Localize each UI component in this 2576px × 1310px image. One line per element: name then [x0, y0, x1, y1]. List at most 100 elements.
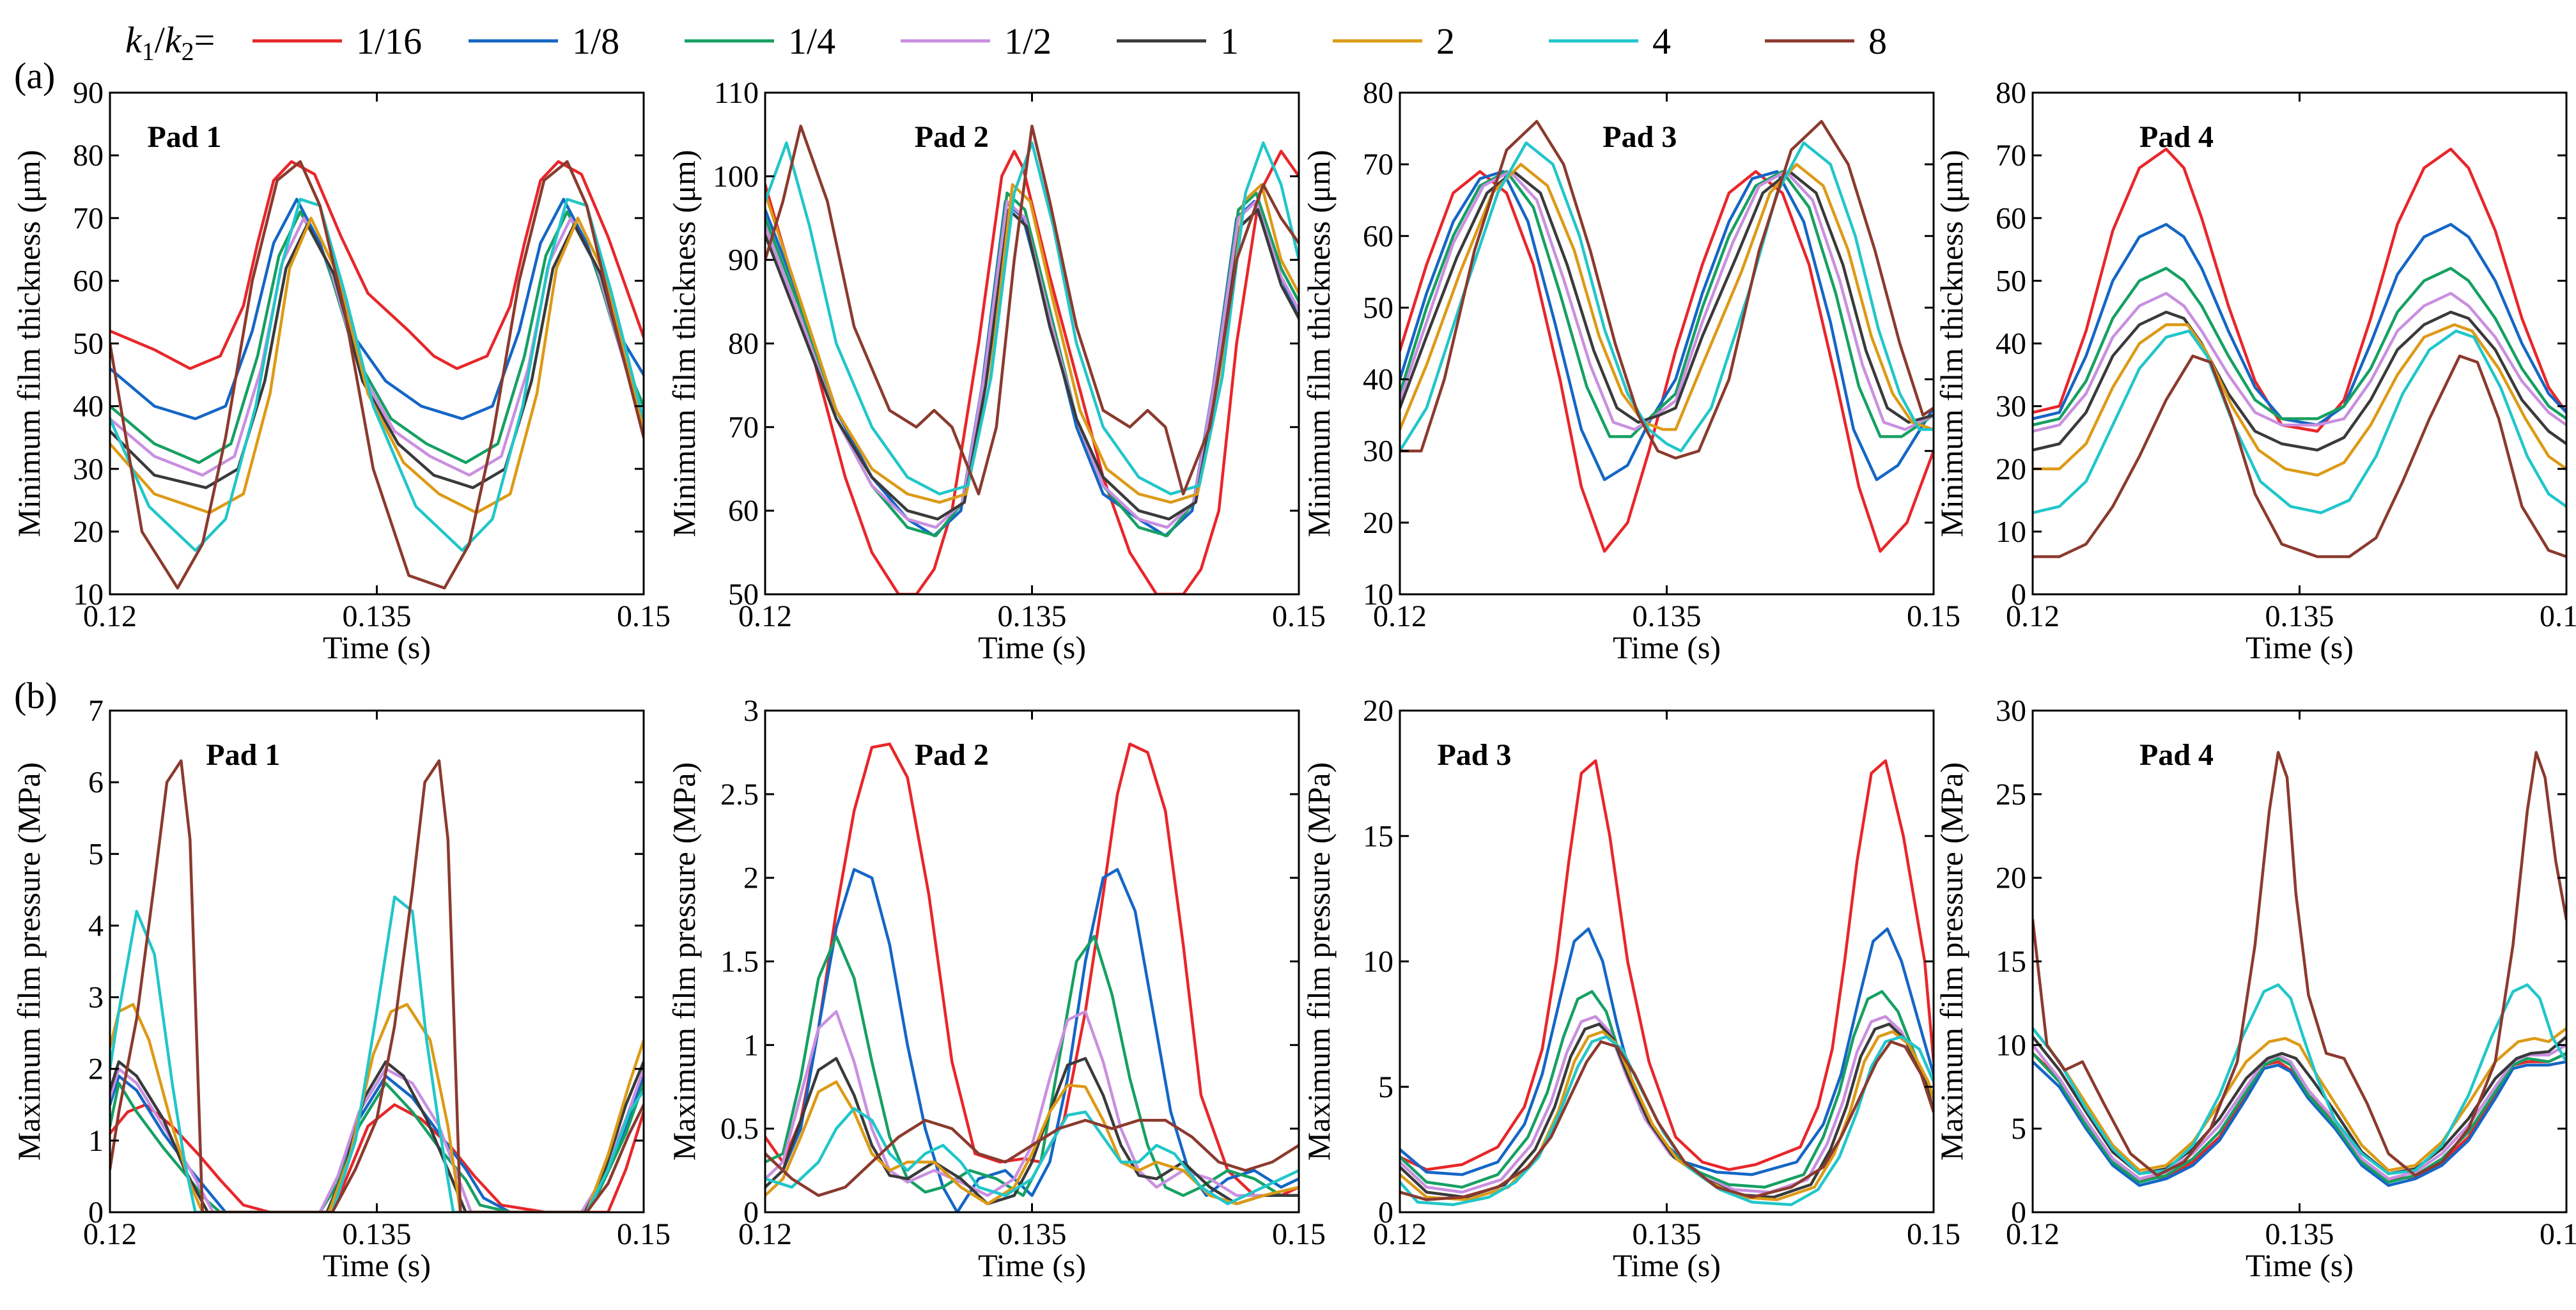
x-tick-label: 0.15	[1272, 599, 1326, 633]
series-line-1-over-2	[765, 1010, 1299, 1198]
plot-frame	[1399, 91, 1935, 596]
legend: k1/k2= 1/16 1/8 1/4 1/2 1 2 4 8	[125, 19, 1887, 66]
series-line-2	[2033, 323, 2566, 477]
legend-label-3: 1/2	[1004, 20, 1051, 62]
y-tick-label: 0	[743, 1196, 759, 1229]
legend-entries: 1/16 1/8 1/4 1/2 1 2 4 8	[252, 20, 1887, 62]
panel-title: Pad 3	[1602, 120, 1677, 154]
legend-label-4: 1	[1220, 20, 1239, 62]
legend-slash: /	[155, 19, 166, 61]
series-line-2	[2033, 1026, 2566, 1172]
series-line-4	[110, 895, 644, 1212]
x-tick-label: 0.135	[998, 599, 1067, 633]
y-tick-label: 60	[73, 264, 104, 298]
legend-label-6: 4	[1652, 20, 1671, 62]
y-tick-label: 10	[1996, 515, 2026, 549]
y-tick-label: 1.5	[720, 945, 759, 979]
y-tick-label: 40	[1996, 327, 2026, 361]
x-tick-label: 0.15	[1907, 1217, 1960, 1251]
y-tick-label: 4	[88, 909, 104, 943]
legend-k1: k	[125, 19, 143, 61]
series-group	[765, 125, 1299, 594]
y-tick-label: 30	[1363, 435, 1393, 468]
panel-title: Pad 2	[915, 738, 989, 772]
y-axis-label: Minimum film thickness (μm)	[11, 150, 47, 537]
x-tick-label: 0.12	[1373, 1217, 1427, 1251]
y-tick-label: 70	[1996, 139, 2026, 173]
y-tick-label: 20	[1363, 694, 1393, 728]
plot-frame	[109, 709, 645, 1214]
panel-b3: 0.12 0.135 0.15 0 5 10 15 20 Time (s) Maximum fil…	[1301, 694, 1960, 1283]
y-tick-label: 110	[714, 76, 759, 110]
x-tick-label: 0.135	[2265, 599, 2334, 633]
series-line-8	[110, 759, 644, 1212]
series-line-8	[1400, 119, 1934, 460]
series-line-1-over-16	[110, 160, 644, 371]
y-tick-label: 2	[88, 1052, 104, 1086]
series-line-1-over-16	[2033, 148, 2566, 433]
panel-a2: 0.12 0.135 0.15 50 60 70 80 90 100 110 Time (s) Min…	[666, 76, 1326, 665]
x-axis-label: Time (s)	[1613, 629, 1721, 665]
series-line-8	[765, 125, 1299, 496]
series-line-1-over-16	[765, 743, 1299, 1198]
panel-b2: 0.12 0.135 0.15 0 0.5 1 1.5 2 2.5 3 Time (s) Maximu…	[666, 694, 1326, 1283]
y-tick-label: 5	[1378, 1070, 1393, 1104]
y-tick-label: 7	[88, 694, 104, 728]
series-group	[110, 160, 644, 590]
y-tick-label: 0	[88, 1196, 104, 1229]
row-label-b: (b)	[14, 675, 58, 716]
series-line-1-over-2	[110, 217, 644, 477]
x-axis-label: Time (s)	[2246, 1247, 2354, 1283]
y-tick-label: 2	[743, 861, 759, 895]
y-tick-label: 5	[88, 837, 104, 871]
series-line-8	[2033, 354, 2566, 559]
panel-title: Pad 4	[2139, 738, 2214, 772]
y-tick-label: 20	[73, 515, 104, 549]
y-tick-label: 5	[2011, 1112, 2026, 1146]
series-group	[1400, 119, 1934, 553]
x-tick-label: 0.135	[1633, 1217, 1702, 1251]
y-tick-label: 50	[1363, 291, 1393, 325]
x-tick-label: 0.15	[1907, 599, 1960, 633]
legend-sub2: 2	[182, 37, 194, 66]
series-line-8	[765, 1118, 1299, 1198]
series-line-4	[2033, 329, 2566, 514]
y-tick-label: 10	[1363, 578, 1393, 612]
y-axis-label: Maximum film pressure (MPa)	[1934, 762, 1969, 1161]
y-tick-label: 6	[88, 766, 104, 799]
y-tick-label: 0.5	[720, 1112, 759, 1146]
series-line-1	[2033, 311, 2566, 452]
series-line-8	[110, 160, 644, 590]
series-line-1-over-2	[2033, 291, 2566, 433]
series-line-2	[110, 217, 644, 514]
x-tick-label: 0.15	[2540, 1217, 2576, 1251]
y-tick-label: 50	[728, 578, 759, 612]
y-tick-label: 30	[73, 452, 104, 486]
x-tick-label: 0.135	[343, 599, 412, 633]
x-axis-label: Time (s)	[323, 1247, 431, 1283]
y-tick-label: 80	[73, 139, 104, 173]
legend-label-2: 1/4	[788, 20, 835, 62]
plot-frame	[109, 91, 645, 596]
x-axis-label: Time (s)	[323, 629, 431, 665]
legend-label-5: 2	[1436, 20, 1455, 62]
y-tick-label: 3	[743, 694, 759, 728]
y-tick-label: 50	[73, 327, 104, 361]
x-axis-label: Time (s)	[1613, 1247, 1721, 1283]
y-tick-label: 2.5	[720, 778, 759, 812]
y-tick-label: 40	[1363, 363, 1393, 397]
series-group	[110, 759, 644, 1212]
y-tick-label: 25	[1996, 778, 2026, 812]
y-tick-label: 80	[1996, 76, 2026, 110]
series-line-4	[2033, 983, 2566, 1176]
y-axis-label: Minimum film thickness (μm)	[1301, 150, 1337, 537]
y-tick-label: 90	[728, 243, 759, 277]
legend-label-0: 1/16	[356, 20, 422, 62]
series-line-1-over-4	[2033, 266, 2566, 427]
y-tick-label: 10	[1363, 945, 1393, 979]
panel-title: Pad 3	[1437, 738, 1511, 772]
panel-a4: 0.12 0.135 0.15 0 10 20 30 40 50 60 70 80 Time (s) Mi…	[1934, 76, 2576, 665]
x-tick-label: 0.12	[738, 599, 792, 633]
series-line-2	[1400, 162, 1934, 431]
